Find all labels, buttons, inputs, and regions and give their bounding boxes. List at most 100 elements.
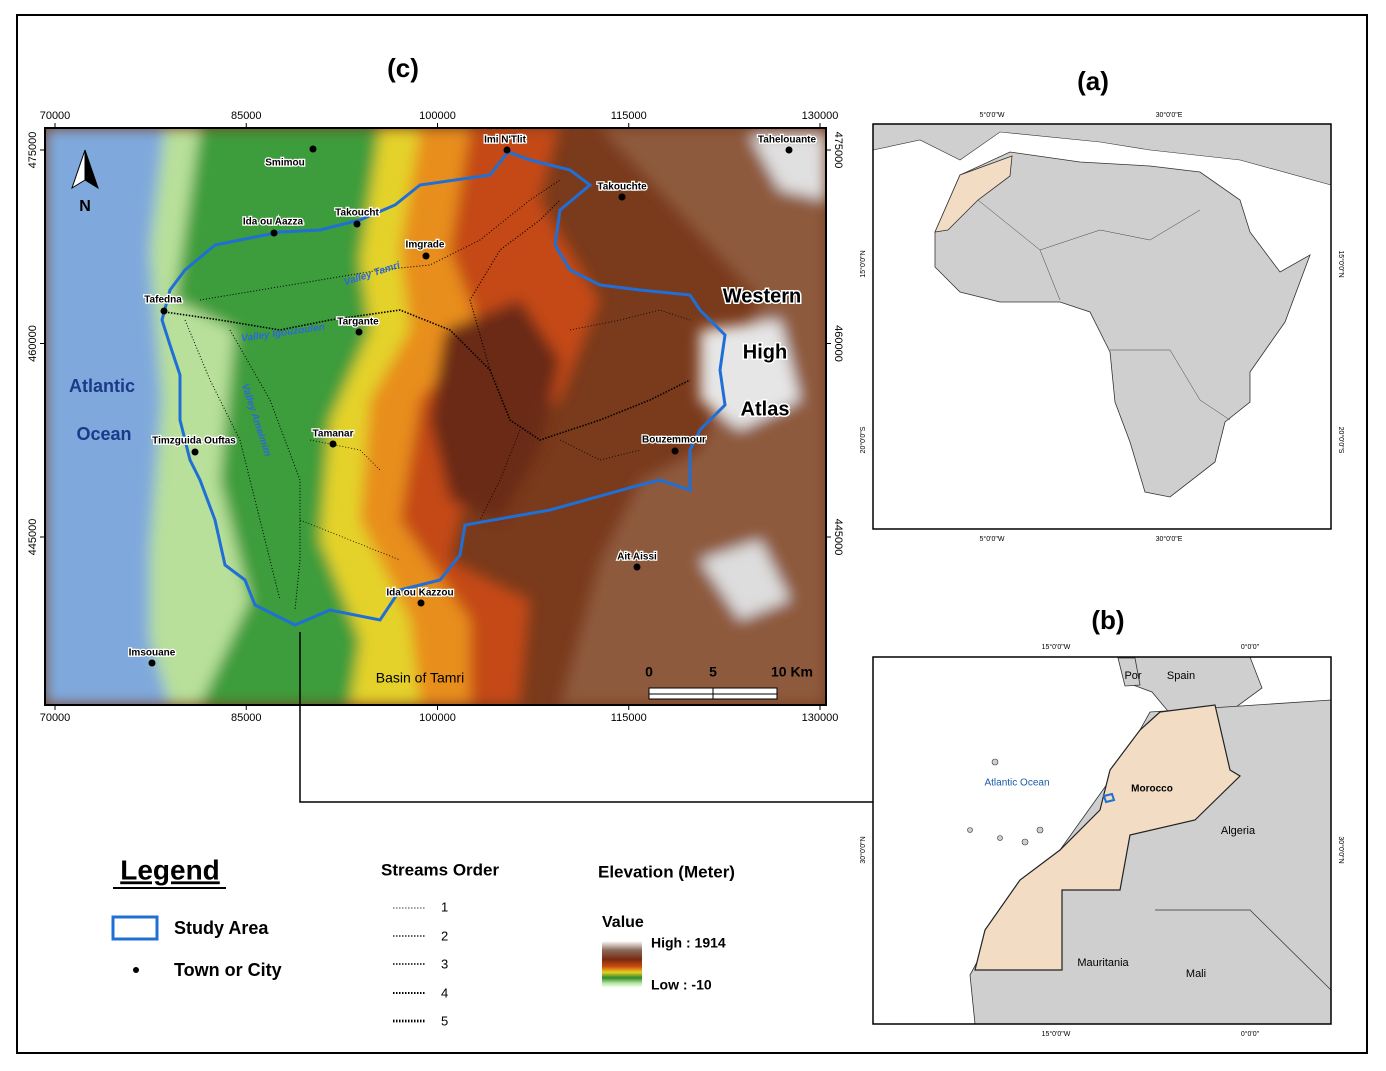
country-label: Spain	[1167, 670, 1195, 682]
country-label: Morocco	[1131, 784, 1173, 795]
town-label: Targante	[337, 317, 379, 328]
coord-label: 15°0'0"N	[1337, 250, 1345, 277]
x-tick-label: 115000	[611, 712, 647, 724]
scale-bar: 0 5 10 Km	[645, 664, 813, 700]
town-label: Imsouane	[129, 648, 176, 659]
outer-frame	[16, 14, 1368, 1054]
town-label: Imgrade	[406, 240, 445, 251]
scale-label: 0	[645, 664, 653, 680]
town-label: Ida ou Kazzou	[386, 588, 453, 599]
town-label: Bouzemmour	[642, 435, 706, 446]
region-label: Western	[723, 285, 802, 307]
map-ticks: 70000 70000 85000 85000 100000 100000 115000 11…	[27, 110, 844, 724]
coord-label: 20°0'0"S	[859, 426, 867, 453]
panel-label: (c)	[387, 53, 419, 83]
elevation-high: High : 1914	[651, 935, 726, 951]
town-dot	[329, 440, 337, 448]
legend-item: Town or City	[174, 960, 282, 980]
town-label: Tahelouante	[758, 135, 817, 146]
scale-label: 10 Km	[771, 664, 813, 680]
elevation-map	[45, 128, 826, 705]
basin-label: Basin of Tamri	[376, 670, 464, 686]
x-tick-label: 85000	[231, 712, 262, 724]
town-label: Smimou	[265, 158, 304, 169]
elevation-title: Elevation (Meter)	[598, 862, 735, 881]
study-area	[160, 150, 727, 627]
stream-order: 4	[441, 985, 448, 1000]
y-tick-label: 460000	[832, 325, 844, 362]
legend-title: Legend	[120, 854, 220, 885]
x-tick-label: 70000	[40, 110, 71, 122]
country-label: Por	[1124, 670, 1141, 682]
connector	[299, 632, 1110, 803]
streams-title: Streams Order	[381, 860, 499, 879]
country-label: Algeria	[1221, 825, 1256, 837]
y-tick-label: 475000	[27, 132, 39, 169]
coord-label: 0°0'0"	[1241, 643, 1260, 651]
y-tick-label: 445000	[832, 519, 844, 556]
ocean-label: Ocean	[76, 424, 131, 444]
country-label: Mali	[1186, 968, 1206, 980]
streams	[164, 179, 691, 611]
town-label: Tamanar	[313, 429, 354, 440]
legend-item: Study Area	[174, 918, 269, 938]
coord-label: 15°0'0"W	[1042, 1030, 1071, 1038]
town-label: Timzguida Ouftas	[152, 436, 236, 447]
coord-label: 30°0'0"N	[859, 836, 867, 863]
coord-label: 20°0'0"S	[1337, 427, 1345, 454]
stream-order: 5	[441, 1013, 448, 1028]
region-label: High	[743, 341, 787, 363]
y-tick-label: 460000	[27, 325, 39, 362]
coord-label: 30°0'0"N	[1337, 836, 1345, 863]
town-dot	[270, 229, 278, 237]
town-label: Takoucht	[335, 208, 379, 219]
region-label: Atlas	[741, 398, 790, 420]
coord-label: 15°0'0"W	[1042, 643, 1071, 651]
x-tick-label: 115000	[611, 110, 647, 122]
x-tick-label: 100000	[419, 712, 456, 724]
town-dot	[503, 146, 511, 154]
x-tick-label: 130000	[802, 712, 839, 724]
map-frame	[44, 127, 827, 706]
stream-order: 3	[441, 956, 448, 971]
town-dot	[191, 448, 199, 456]
town-dot	[309, 145, 317, 153]
town-dot	[618, 193, 626, 201]
coord-label: 0°0'0"	[1241, 1030, 1260, 1038]
town-dot	[417, 599, 425, 607]
town-label: Tafedna	[144, 295, 182, 306]
coord-label: 5°0'0"W	[980, 535, 1005, 543]
x-tick-label: 85000	[231, 110, 262, 122]
scale-label: 5	[709, 664, 717, 680]
x-tick-label: 130000	[802, 110, 839, 122]
coord-label: 5°0'0"W	[980, 111, 1005, 119]
country-label: Mauritania	[1077, 957, 1129, 969]
y-tick-label: 475000	[832, 132, 844, 169]
place-labels: Atlantic Ocean Western High Atlas Basin …	[69, 284, 803, 686]
elevation-low: Low : -10	[651, 977, 712, 993]
coord-label: 30°0'0"E	[1156, 111, 1183, 119]
town-label: Ida ou Aazza	[243, 217, 304, 228]
town-dot	[633, 563, 641, 571]
ocean-label: Atlantic Ocean	[984, 778, 1049, 789]
x-tick-label: 100000	[419, 110, 456, 122]
panel-label: (a)	[1077, 66, 1109, 96]
morocco-map: Por Spain Morocco Algeria Mauritania Mal…	[872, 656, 1332, 1025]
y-tick-label: 445000	[27, 519, 39, 556]
town-dot	[353, 220, 361, 228]
stream-order: 1	[441, 899, 448, 914]
legend: Legend Study Area Town or City Streams O…	[111, 854, 735, 1028]
ocean-label: Atlantic	[69, 376, 135, 396]
town-label: Takouchte	[597, 182, 647, 193]
towns: Smimou Imi N'Tlit Tahelouante Takouchte …	[127, 133, 818, 667]
north-arrow: N	[71, 149, 99, 215]
africa-map	[872, 123, 1332, 530]
x-tick-label: 70000	[40, 712, 71, 724]
town-label: Imi N'Tlit	[484, 135, 526, 146]
town-dot	[785, 146, 793, 154]
north-label: N	[79, 198, 91, 215]
coord-label: 15°0'0"N	[859, 250, 867, 277]
value-title: Value	[602, 914, 644, 931]
town-dot	[671, 447, 679, 455]
